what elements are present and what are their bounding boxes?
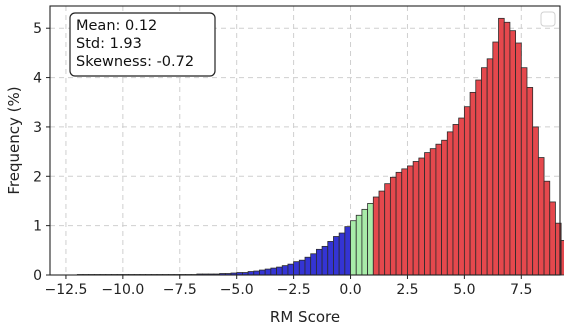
histogram-bar: [424, 152, 431, 276]
x-tick-label: 5.0: [453, 282, 475, 298]
x-axis-label: RM Score: [270, 308, 340, 326]
histogram-bar: [407, 165, 414, 276]
y-axis-label: Frequency (%): [5, 86, 23, 194]
x-tick-label: 7.5: [510, 282, 532, 298]
histogram-bar: [549, 201, 556, 276]
histogram-bar: [344, 226, 351, 276]
x-tick-label: −2.5: [277, 282, 311, 298]
histogram-bar: [378, 190, 386, 276]
histogram-bar: [281, 265, 289, 276]
legend-box: [540, 11, 556, 27]
histogram-bar: [287, 263, 295, 276]
histogram-bar: [315, 248, 323, 276]
histogram-bar: [327, 241, 334, 276]
histogram-bar: [350, 220, 357, 276]
histogram-bar: [401, 168, 408, 276]
histogram-bar: [515, 42, 522, 276]
histogram-bar: [543, 180, 551, 276]
histogram-bar: [276, 266, 283, 276]
histogram-bar: [492, 41, 499, 276]
x-tick-label: 2.5: [396, 282, 418, 298]
plot-frame: [49, 5, 561, 276]
histogram-bar: [384, 183, 391, 276]
x-tick-label: 0.0: [339, 282, 361, 298]
stats-box-background: [69, 12, 216, 77]
histogram-bar: [298, 259, 306, 276]
histogram-bar: [367, 203, 374, 276]
histogram-bar: [520, 67, 528, 276]
histogram-bar: [321, 245, 329, 276]
histogram-bar: [526, 87, 534, 276]
histogram-bar: [463, 106, 471, 276]
histogram-bar: [253, 270, 260, 276]
x-tick-label: −10.0: [101, 282, 144, 298]
y-tick-label: 4: [33, 71, 42, 87]
histogram-bar: [475, 79, 482, 276]
histogram-bar: [361, 208, 369, 276]
stats-box: Mean: 0.12 Std: 1.93 Skewness: -0.72: [69, 12, 216, 77]
histogram-bar: [310, 253, 317, 276]
histogram-bar: [532, 126, 539, 276]
x-tick-label: −5.0: [220, 282, 254, 298]
histogram-bar: [259, 269, 266, 276]
histogram-bar: [333, 236, 340, 276]
x-tick-label: −7.5: [163, 282, 197, 298]
y-tick-label: 1: [33, 219, 42, 235]
histogram-bar: [395, 171, 403, 276]
histogram-bar: [435, 143, 443, 276]
histogram-bar: [486, 58, 494, 276]
histogram-bar: [389, 176, 397, 276]
histogram-bar: [355, 214, 363, 276]
histogram-bar: [509, 30, 517, 276]
y-tick-label: 3: [33, 120, 42, 136]
histogram-bar: [429, 148, 437, 276]
y-tick-label: 2: [33, 169, 42, 185]
histogram-bar: [481, 67, 488, 276]
histogram-bar: [441, 139, 448, 276]
histogram-bar: [452, 124, 460, 276]
y-tick-label: 0: [33, 268, 42, 284]
histogram-bar: [338, 232, 346, 276]
histogram-bar: [503, 21, 511, 276]
histogram-bar: [418, 157, 425, 276]
histogram-bar: [498, 17, 505, 276]
histogram-bar: [372, 196, 380, 276]
histogram-bar: [446, 131, 454, 276]
stats-std: Std: 1.93: [76, 36, 142, 52]
x-tick-label: −12.5: [44, 282, 87, 298]
ticks-layer: −12.5 −10.0 −7.5 −5.0 −2.5 0.0 2.5 5.0 7.5 0 1 2 3 4 5: [33, 21, 532, 298]
histogram-bar: [412, 161, 420, 276]
histogram-bar: [264, 268, 272, 276]
histogram-bar: [458, 117, 465, 276]
histogram-bar: [293, 261, 300, 276]
histogram-bar: [469, 91, 477, 276]
histogram-bar: [304, 256, 312, 276]
histogram-bar: [270, 267, 277, 276]
stats-mean: Mean: 0.12: [76, 18, 157, 34]
y-tick-label: 5: [33, 21, 42, 37]
histogram-bar: [537, 157, 545, 276]
stats-skewness: Skewness: -0.72: [76, 54, 194, 70]
